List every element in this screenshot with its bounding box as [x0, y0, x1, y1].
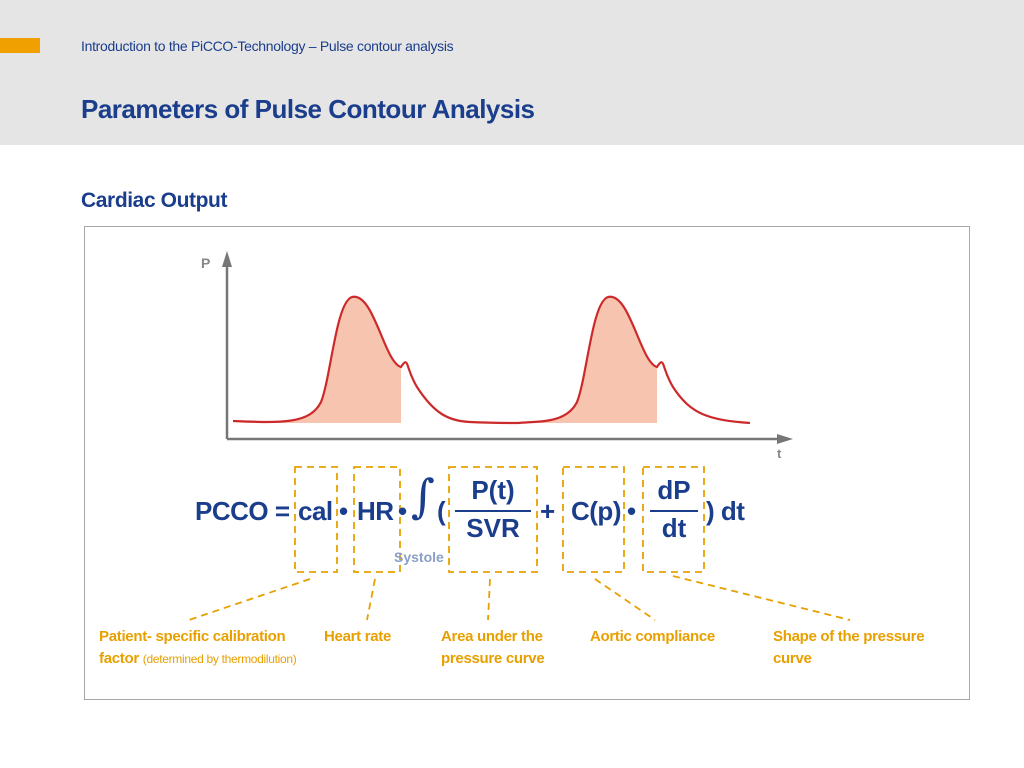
calibration-label-line1: Patient- specific calibration [99, 628, 286, 645]
pcco-label: PCCO = [195, 496, 290, 526]
svr-fraction-line [455, 510, 531, 512]
page-title: Parameters of Pulse Contour Analysis [81, 94, 535, 124]
systole-subscript: Systole [394, 549, 444, 565]
shape-label-line2: curve [773, 650, 812, 667]
cp-term: C(p) [571, 496, 621, 526]
x-axis-arrow [777, 434, 793, 444]
multiply-dot-2: • [398, 496, 407, 526]
y-axis-label: P [201, 255, 211, 271]
calibration-label: Patient- specific calibration factor (de… [99, 626, 297, 670]
shape-box [642, 466, 705, 573]
diagram-panel: P t PCCO = cal • HR • ∫ ( P(t) SVR + C(p… [84, 226, 970, 700]
systolic-area-1 [237, 296, 401, 423]
close-paren-dt: ) dt [706, 496, 745, 526]
open-paren: ( [437, 496, 446, 526]
cal-term: cal [298, 496, 333, 526]
area-label-line1: Area under the [441, 628, 543, 645]
pt-numerator: P(t) [471, 475, 515, 505]
accent-bar [0, 38, 40, 53]
multiply-dot-3: • [627, 496, 636, 526]
compliance-box [562, 466, 625, 573]
pressure-diagram [188, 251, 851, 621]
hr-term: HR [357, 496, 394, 526]
systolic-area-2 [493, 296, 657, 423]
svr-denominator: SVR [466, 513, 520, 543]
integral-sign: ∫ [411, 469, 435, 523]
cal-box [294, 466, 338, 573]
calibration-factor-word: factor [99, 650, 139, 667]
area-label-line2: pressure curve [441, 650, 545, 667]
compliance-leader [594, 578, 656, 621]
heart-rate-label: Heart rate [324, 628, 392, 645]
dt-denominator: dt [661, 513, 687, 543]
pressure-curve [232, 295, 751, 425]
shape-label: Shape of the pressure curve [773, 626, 925, 670]
area-label: Area under the pressure curve [441, 626, 545, 670]
hr-box [353, 466, 401, 573]
multiply-dot-1: • [339, 496, 348, 526]
section-title: Cardiac Output [81, 189, 228, 212]
plus-sign: + [540, 496, 555, 526]
aortic-compliance-label: Aortic compliance [590, 628, 715, 645]
hr-leader [366, 578, 376, 621]
y-axis-arrow [222, 251, 232, 267]
dp-numerator: dP [657, 475, 691, 505]
calibration-note: (determined by thermodilution) [142, 652, 297, 666]
dpdt-fraction-line [650, 510, 698, 512]
breadcrumb-subtitle: Introduction to the PiCCO-Technology – P… [81, 38, 454, 54]
area-leader [487, 578, 491, 621]
header-band: Introduction to the PiCCO-Technology – P… [0, 0, 1024, 145]
x-axis-label: t [777, 446, 782, 461]
shape-leader [672, 575, 851, 621]
calibration-label-line2: factor (determined by thermodilution) [99, 648, 297, 670]
cal-leader [188, 578, 311, 621]
shape-label-line1: Shape of the pressure [773, 628, 925, 645]
